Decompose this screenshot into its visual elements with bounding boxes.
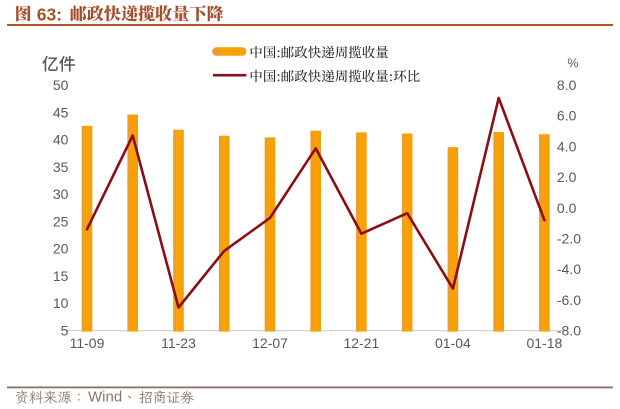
svg-text:4.0: 4.0 [557,138,577,154]
svg-text:-6.0: -6.0 [557,292,581,308]
svg-text:35: 35 [53,159,69,175]
svg-text:12-21: 12-21 [343,335,379,351]
svg-text:-2.0: -2.0 [557,230,581,246]
svg-text:5: 5 [61,323,69,339]
svg-text:%: % [567,57,578,71]
svg-text:11-09: 11-09 [70,335,105,351]
svg-text:8.0: 8.0 [557,77,577,93]
svg-text:15: 15 [53,268,69,284]
svg-text:45: 45 [53,104,69,120]
svg-text:2.0: 2.0 [557,169,577,185]
svg-text:10: 10 [53,295,69,311]
svg-text:6.0: 6.0 [557,108,577,124]
svg-text:12-07: 12-07 [252,335,288,351]
svg-text:-4.0: -4.0 [557,261,581,277]
svg-text:63:: 63: [37,5,62,25]
svg-text:0.0: 0.0 [557,200,577,216]
svg-text:30: 30 [53,186,69,202]
svg-text:01-04: 01-04 [435,335,471,351]
svg-text:20: 20 [53,241,69,257]
svg-text:50: 50 [53,77,69,93]
svg-text:Wind: Wind [88,389,122,406]
svg-text:-8.0: -8.0 [557,323,581,339]
svg-text:01-18: 01-18 [526,335,562,351]
svg-text:40: 40 [53,132,69,148]
svg-text:11-23: 11-23 [161,335,196,351]
svg-text:25: 25 [53,213,69,229]
